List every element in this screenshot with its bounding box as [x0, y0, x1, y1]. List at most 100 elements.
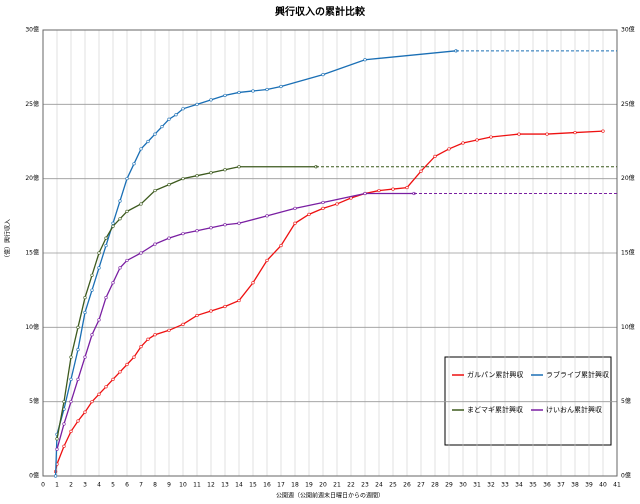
point [265, 214, 269, 218]
point [97, 266, 101, 270]
x-tick-label: 9 [167, 482, 171, 489]
y-tick-label: 0億 [29, 472, 39, 480]
point [76, 419, 80, 423]
x-tick-label: 0 [41, 482, 45, 489]
point [118, 266, 122, 270]
point [118, 199, 122, 203]
x-tick-label: 7 [139, 482, 143, 489]
y-tick-label-right: 10億 [621, 323, 635, 331]
x-tick-label: 5 [111, 482, 115, 489]
legend-label: けいおん累計興収 [546, 405, 602, 414]
legend-box [444, 356, 612, 446]
x-tick-label: 23 [361, 482, 369, 489]
point [181, 107, 185, 111]
point [405, 185, 409, 190]
point [118, 217, 122, 221]
point [97, 251, 101, 255]
point [223, 168, 227, 172]
x-tick-label: 13 [221, 482, 229, 489]
point [293, 206, 297, 210]
series-line [56, 192, 414, 450]
point [76, 348, 80, 352]
x-tick-label: 37 [557, 482, 565, 489]
point [53, 474, 58, 478]
x-axis-label: 公開週（公開前週末日曜日からの週間） [276, 492, 384, 500]
point [62, 444, 66, 448]
x-tick-label: 18 [291, 482, 299, 489]
y-tick-label-right: 25億 [621, 100, 635, 108]
point [223, 304, 227, 309]
x-tick-label: 38 [571, 482, 579, 489]
x-tick-label: 1 [55, 482, 59, 489]
point [181, 232, 185, 236]
point [90, 288, 94, 292]
point [69, 429, 73, 434]
point [90, 333, 94, 337]
x-tick-label: 31 [473, 482, 481, 489]
x-tick-label: 22 [347, 482, 355, 489]
legend-label: ラブライブ累計興収 [546, 370, 609, 379]
point [279, 84, 283, 89]
point [293, 221, 297, 225]
point [139, 345, 143, 349]
point [433, 154, 437, 158]
x-tick-label: 27 [417, 482, 425, 489]
point [195, 174, 199, 178]
point [363, 58, 367, 62]
point [83, 310, 87, 315]
point [223, 223, 227, 227]
point [307, 212, 311, 216]
y-tick-label-right: 5億 [621, 397, 631, 405]
point [69, 400, 73, 404]
point [195, 229, 199, 233]
point [139, 251, 143, 255]
point [251, 89, 255, 93]
point [419, 169, 423, 173]
legend-label: ガルパン累計興収 [467, 370, 523, 379]
point [125, 362, 129, 367]
point [62, 422, 66, 426]
point [153, 242, 157, 246]
point [167, 183, 171, 187]
point [146, 139, 150, 144]
x-tick-label: 17 [277, 482, 285, 489]
y-tick-label-right: 0億 [621, 472, 631, 480]
point [90, 273, 94, 277]
point [90, 400, 94, 404]
y-tick-label-right: 30億 [621, 26, 635, 34]
point [475, 138, 479, 142]
point [104, 296, 108, 300]
point [321, 72, 325, 77]
x-tick-label: 12 [207, 482, 215, 489]
x-tick-label: 41 [613, 482, 621, 489]
y-tick-label: 30億 [25, 26, 39, 34]
point [104, 385, 108, 389]
x-tick-label: 14 [235, 482, 243, 489]
point [237, 165, 241, 169]
y-tick-label: 10億 [25, 323, 39, 331]
point [139, 147, 143, 151]
y-axis-label: （億）興行収入 [4, 219, 12, 261]
y-tick-label: 20億 [25, 174, 39, 182]
point [377, 188, 381, 193]
point [237, 221, 241, 225]
y-tick-label-right: 15億 [621, 249, 635, 257]
point [167, 236, 171, 240]
point [125, 209, 129, 213]
point [111, 377, 115, 381]
point [69, 377, 73, 381]
x-tick-label: 15 [249, 482, 257, 489]
point [97, 392, 101, 396]
point [181, 177, 185, 181]
point [146, 337, 150, 341]
x-tick-label: 8 [153, 482, 157, 489]
point [97, 318, 101, 322]
x-tick-label: 10 [179, 482, 187, 489]
x-tick-label: 39 [585, 482, 593, 489]
x-tick-label: 6 [125, 482, 129, 489]
point [391, 187, 395, 191]
point [62, 400, 66, 404]
x-tick-label: 40 [599, 482, 607, 489]
x-tick-label: 33 [501, 482, 509, 489]
series-line [54, 50, 457, 477]
